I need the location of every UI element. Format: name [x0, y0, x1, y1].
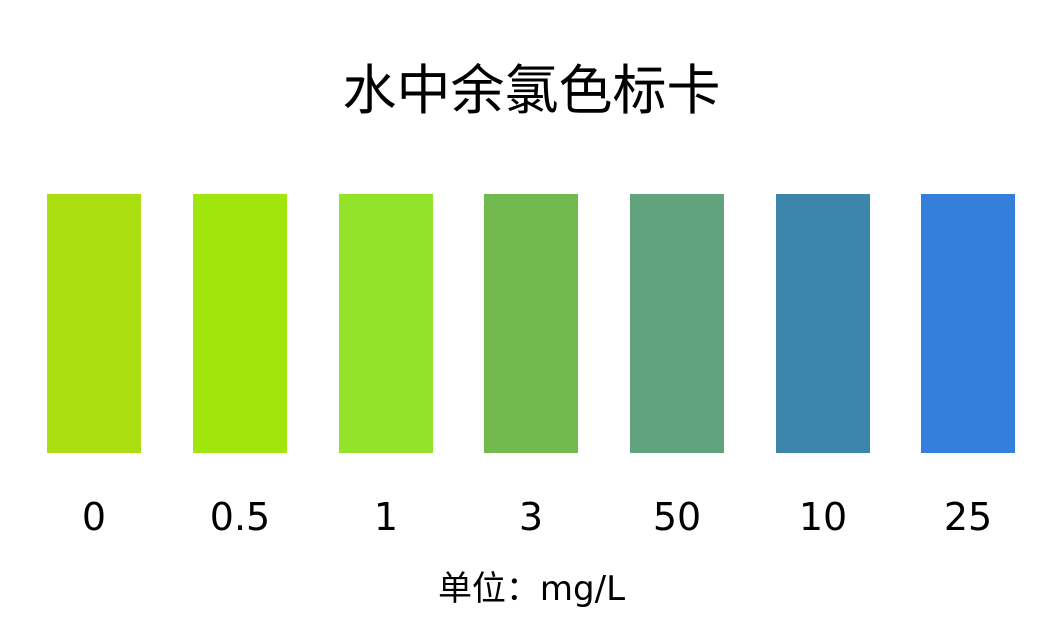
color-swatch	[339, 194, 433, 453]
color-swatch	[776, 194, 870, 453]
unit-label: 单位：mg/L	[437, 569, 626, 609]
swatch-value-label: 50	[652, 495, 702, 539]
swatch-value-label: 1	[373, 495, 399, 539]
swatch-value-label: 0	[81, 495, 107, 539]
color-swatch	[630, 194, 724, 453]
swatch-value-label: 10	[798, 495, 848, 539]
swatch-value-label: 3	[518, 495, 544, 539]
card-title: 水中余氯色标卡	[342, 59, 721, 122]
color-swatch	[484, 194, 578, 453]
color-swatch	[921, 194, 1015, 453]
swatch-value-label: 0.5	[209, 495, 271, 539]
color-swatch	[193, 194, 287, 453]
swatch-value-label: 25	[943, 495, 993, 539]
color-swatch	[47, 194, 141, 453]
